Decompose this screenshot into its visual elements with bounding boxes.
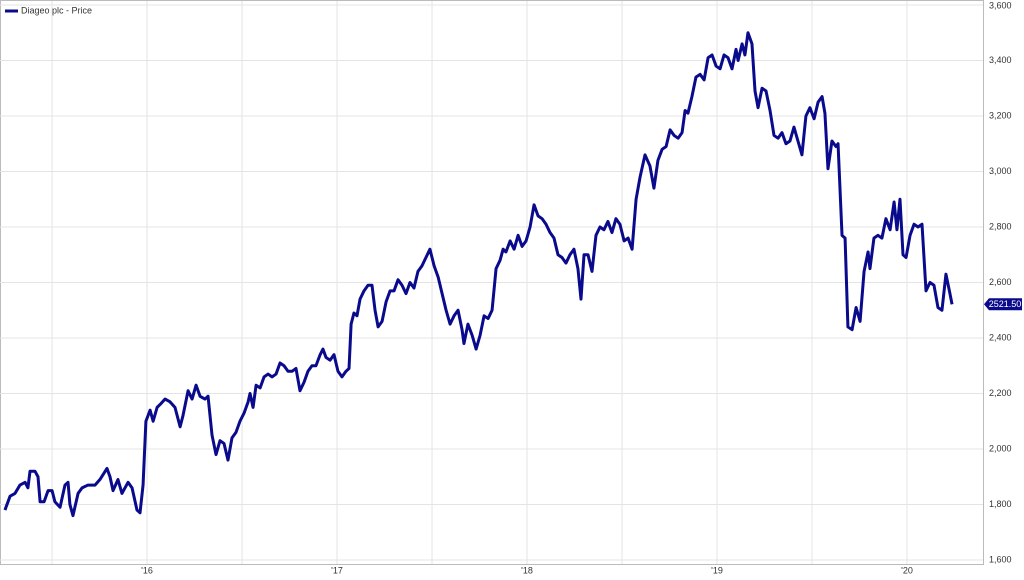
y-tick-label: 3,600 [989, 0, 1012, 10]
y-tick-label: 2,400 [989, 332, 1012, 342]
last-price-tag [984, 298, 1022, 311]
x-tick-label: '20 [901, 565, 913, 575]
x-tick-label: '18 [521, 565, 533, 575]
last-price-label: 2521.50 [989, 299, 1022, 309]
y-tick-label: 3,400 [989, 55, 1012, 65]
y-tick-label: 2,800 [989, 221, 1012, 231]
y-tick-label: 2,200 [989, 388, 1012, 398]
marks [3, 31, 954, 518]
y-tick-label: 1,800 [989, 499, 1012, 509]
x-tick-label: '17 [331, 565, 343, 575]
price-line [3, 31, 954, 518]
x-tick-label: '16 [141, 565, 153, 575]
y-tick-label: 2,600 [989, 277, 1012, 287]
legend-label: Diageo plc - Price [21, 5, 92, 15]
y-tick-label: 3,000 [989, 166, 1012, 176]
grid [0, 1, 983, 564]
y-tick-label: 2,000 [989, 443, 1012, 453]
x-tick-label: '19 [711, 565, 723, 575]
legend: Diageo plc - Price [5, 5, 92, 15]
y-tick-label: 1,600 [989, 554, 1012, 564]
y-tick-label: 3,200 [989, 110, 1012, 120]
